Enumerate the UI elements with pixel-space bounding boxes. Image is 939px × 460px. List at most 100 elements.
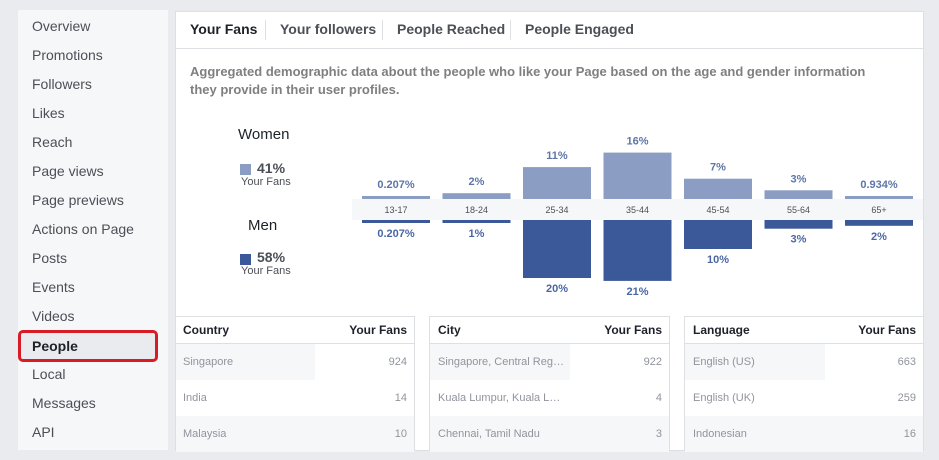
table-header: City Your Fans [430, 316, 669, 344]
women-data-label: 11% [546, 150, 568, 162]
table-row: Indonesian 16 [685, 416, 923, 452]
men-data-label: 2% [871, 231, 887, 243]
age-tick-label: 25-34 [545, 205, 568, 215]
table-row: Kuala Lumpur, Kuala L… 4 [430, 380, 669, 416]
your-fans-column-header[interactable]: Your Fans [604, 323, 662, 337]
men-data-label: 3% [791, 234, 807, 246]
table-header: Country Your Fans [176, 316, 414, 344]
women-data-label: 7% [710, 162, 726, 174]
fan-count: 16 [903, 428, 916, 440]
men-bar [603, 220, 672, 281]
legend-men-percent: 58% [257, 249, 286, 265]
tab-separator [265, 20, 266, 40]
women-bar [362, 196, 430, 199]
fan-count: 4 [655, 392, 662, 404]
country-name: Malaysia [183, 428, 227, 440]
sidebar-item-overview[interactable]: Overview [32, 18, 91, 34]
city-column-header[interactable]: City [438, 323, 461, 337]
sidebar-item-reach[interactable]: Reach [32, 134, 73, 150]
language-name: Indonesian [693, 428, 747, 440]
legend-women-title: Women [238, 126, 290, 143]
tab-people-reached[interactable]: People Reached [397, 21, 506, 37]
tab-bar: Your Fans Your followers People Reached … [176, 12, 923, 49]
column-divider [684, 316, 685, 450]
table-row: India 14 [176, 380, 414, 416]
women-data-label: 0.207% [377, 179, 415, 191]
men-bar [442, 220, 511, 223]
fan-count: 259 [897, 392, 916, 404]
country-name: Singapore [183, 356, 234, 368]
table-row: English (UK) 259 [685, 380, 923, 416]
country-table: Country Your Fans Singapore 924 India 14… [176, 316, 414, 452]
women-bar [523, 167, 591, 199]
sidebar-item-page-previews[interactable]: Page previews [32, 192, 124, 208]
sidebar-item-people[interactable]: People [18, 330, 158, 362]
men-data-label: 20% [546, 283, 568, 295]
row-shade [176, 344, 315, 380]
sidebar-item-posts[interactable]: Posts [32, 250, 68, 266]
country-name: India [183, 392, 207, 404]
language-name: English (UK) [693, 392, 755, 404]
demographics-description: Aggregated demographic data about the pe… [190, 64, 866, 97]
tab-your-followers[interactable]: Your followers [280, 21, 377, 37]
city-name: Kuala Lumpur, Kuala L… [438, 392, 561, 404]
language-name: English (US) [693, 356, 755, 368]
fan-count: 3 [655, 428, 662, 440]
women-data-label: 0.934% [860, 179, 898, 191]
country-column-header[interactable]: Country [183, 323, 229, 337]
column-divider [669, 316, 670, 450]
row-shade [685, 416, 923, 452]
your-fans-column-header[interactable]: Your Fans [858, 323, 916, 337]
age-tick-label: 45-54 [706, 205, 729, 215]
age-tick-label: 55-64 [787, 205, 810, 215]
age-gender-chart: 0.207% 0.207% 13-17 2% 1% 18-24 11% 20% 25-34 16%… [352, 136, 923, 298]
sidebar-item-messages[interactable]: Messages [32, 395, 96, 411]
sidebar-item-actions-on-page[interactable]: Actions on Page [32, 221, 134, 237]
age-tick-label: 65+ [871, 205, 886, 215]
women-bar [684, 178, 752, 199]
tab-separator [510, 20, 511, 40]
legend-women-sub: Your Fans [241, 176, 291, 188]
column-divider [429, 316, 430, 450]
sidebar-item-followers[interactable]: Followers [32, 76, 92, 92]
age-axis-band [352, 199, 923, 220]
women-bar [845, 196, 913, 199]
table-header: Language Your Fans [685, 316, 923, 344]
tab-people-engaged[interactable]: People Engaged [525, 21, 634, 37]
women-bar [603, 152, 672, 199]
sidebar-item-page-views[interactable]: Page views [32, 163, 104, 179]
fan-count: 14 [394, 392, 407, 404]
row-shade [176, 416, 414, 452]
sidebar-item-promotions[interactable]: Promotions [32, 47, 103, 63]
sidebar-item-events[interactable]: Events [32, 279, 75, 295]
fan-count: 924 [388, 356, 407, 368]
women-data-label: 2% [469, 176, 485, 188]
men-bar [684, 220, 752, 249]
sidebar-item-api[interactable]: API [32, 424, 55, 440]
legend-women-percent: 41% [257, 160, 286, 176]
tab-separator [382, 20, 383, 40]
insights-sidebar: Overview Promotions Followers Likes Reac… [18, 10, 168, 450]
sidebar-item-local[interactable]: Local [32, 366, 66, 382]
row-shade [430, 344, 570, 380]
legend-men-swatch [240, 254, 251, 265]
men-bar [523, 220, 591, 278]
sidebar-item-videos[interactable]: Videos [32, 308, 75, 324]
table-row: Singapore 924 [176, 344, 414, 380]
people-panel: Your Fans Your followers People Reached … [175, 11, 924, 452]
sidebar-item-likes[interactable]: Likes [32, 105, 65, 121]
women-bar [764, 190, 833, 199]
table-row: Singapore, Central Reg… 922 [430, 344, 669, 380]
tab-your-fans[interactable]: Your Fans [190, 21, 258, 37]
legend-men-title: Men [248, 217, 278, 234]
legend-men-sub: Your Fans [241, 265, 291, 277]
your-fans-column-header[interactable]: Your Fans [349, 323, 407, 337]
men-data-label: 21% [626, 286, 648, 298]
row-shade [685, 344, 825, 380]
table-row: Malaysia 10 [176, 416, 414, 452]
age-tick-label: 35-44 [626, 205, 649, 215]
men-bar [845, 220, 913, 226]
city-table: City Your Fans Singapore, Central Reg… 9… [430, 316, 669, 452]
language-column-header[interactable]: Language [693, 323, 750, 337]
city-name: Chennai, Tamil Nadu [438, 428, 540, 440]
